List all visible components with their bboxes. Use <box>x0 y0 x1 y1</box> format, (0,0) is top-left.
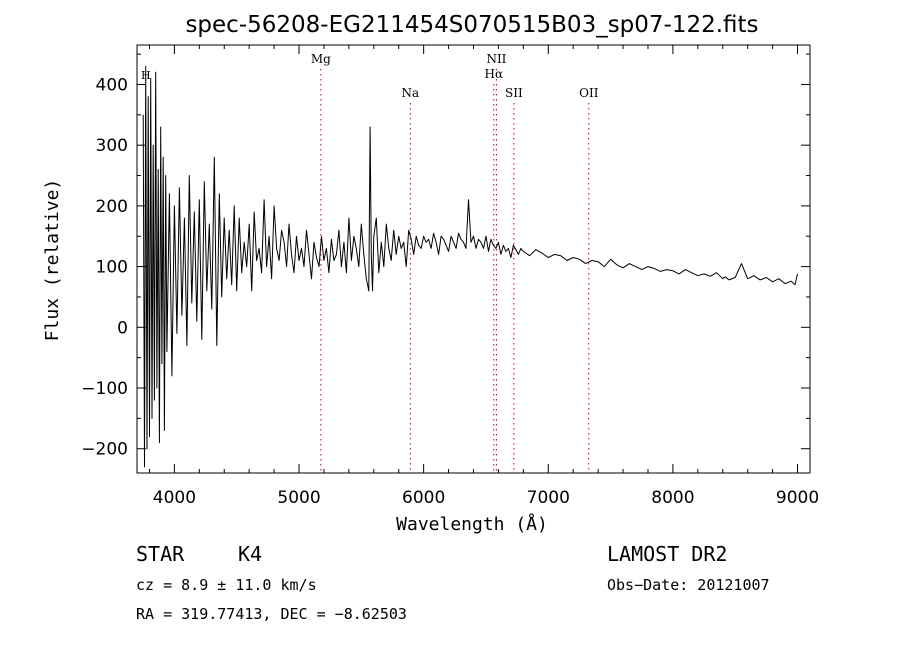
spectral-line-label: Mg <box>311 52 331 66</box>
spectral-line-label: OII <box>579 86 599 100</box>
x-tick-label: 6000 <box>402 488 445 508</box>
coordinates: RA = 319.77413, DEC = −8.62503 <box>136 605 407 623</box>
x-tick-label: 4000 <box>153 488 196 508</box>
subclass-label: K4 <box>238 542 263 566</box>
spectrum-series <box>142 65 798 468</box>
y-axis: −200 −100 0 100 200 300 400 <box>81 53 810 460</box>
x-tick-label: 9000 <box>776 488 819 508</box>
y-tick-label: 0 <box>117 318 128 338</box>
spectral-line-label: Na <box>401 86 419 100</box>
spectral-line-label: Hα <box>485 67 504 81</box>
x-axis-label: Wavelength (Å) <box>396 513 548 535</box>
chart-title: spec-56208-EG211454S070515B03_sp07-122.f… <box>185 12 758 38</box>
y-tick-label: 400 <box>96 75 128 95</box>
spectral-line-label: SII <box>505 86 523 100</box>
obs-date: Obs−Date: 20121007 <box>607 576 770 594</box>
x-tick-label: 5000 <box>277 488 320 508</box>
y-tick-label: 100 <box>96 258 128 278</box>
survey-label: LAMOST DR2 <box>607 542 728 566</box>
corner-annotation: H <box>141 69 151 82</box>
y-tick-label: −100 <box>81 379 128 399</box>
spectrum-line <box>142 65 798 468</box>
class-label: STAR <box>136 542 185 566</box>
x-tick-label: 7000 <box>527 488 570 508</box>
y-axis-label: Flux (relative) <box>42 179 63 342</box>
x-axis: 4000 5000 6000 7000 8000 9000 <box>148 45 819 508</box>
spectral-line-label: NII <box>486 52 506 66</box>
cz-value: cz = 8.9 ± 11.0 km/s <box>136 576 317 594</box>
y-tick-label: 300 <box>96 136 128 156</box>
x-tick-label: 8000 <box>651 488 694 508</box>
y-tick-label: 200 <box>96 197 128 217</box>
y-tick-label: −200 <box>81 440 128 460</box>
